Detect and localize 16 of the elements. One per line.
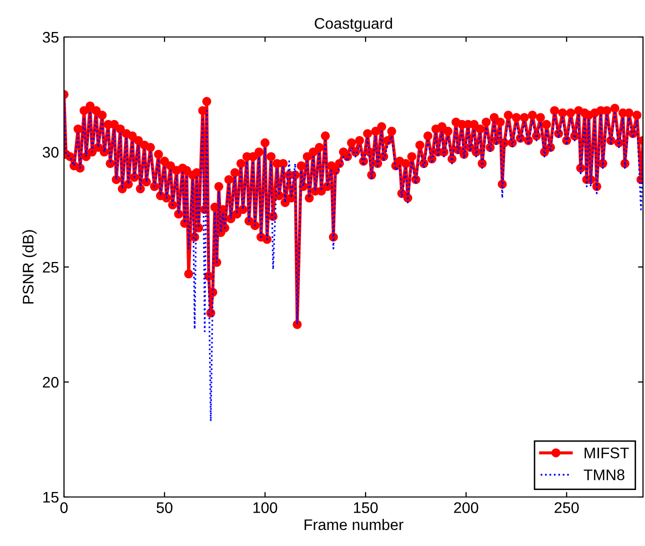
legend-label: TMN8: [584, 469, 624, 480]
x-tick-label: 50: [156, 502, 172, 514]
x-tick-label: 250: [554, 502, 579, 514]
x-tick-label: 100: [253, 502, 278, 514]
legend-label: MIFST: [584, 448, 629, 458]
x-axis-title: Frame number: [304, 518, 404, 530]
y-axis-title: PSNR (dB): [22, 230, 37, 304]
chart-title: Coastguard: [314, 18, 392, 32]
y-tick-label: 35: [42, 32, 58, 43]
x-tick-label: 150: [354, 502, 378, 514]
y-tick-label: 15: [43, 492, 58, 503]
y-tick-label: 30: [42, 146, 59, 158]
x-tick-label: 0: [60, 502, 68, 514]
y-tick-label: 20: [42, 376, 59, 388]
y-tick-label: 25: [42, 262, 58, 273]
x-tick-label: 200: [454, 502, 478, 514]
